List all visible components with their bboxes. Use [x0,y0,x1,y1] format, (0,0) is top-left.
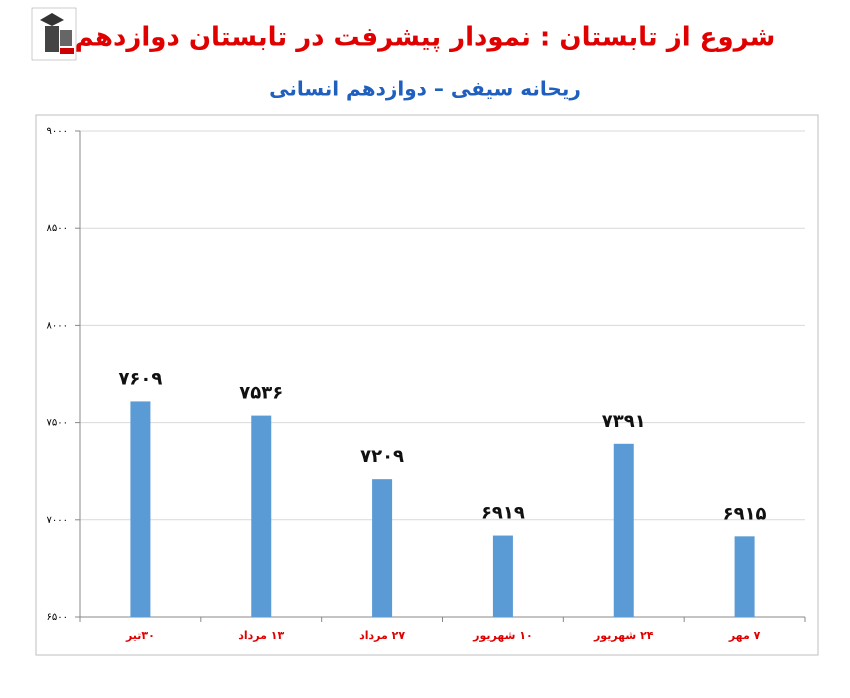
x-tick-label: ۱۰ شهریور [472,629,533,642]
bar [613,443,634,617]
value-label: ۷۵۳۶ [239,383,283,404]
value-label: ۷۶۰۹ [118,368,162,389]
value-label: ۶۹۱۹ [481,503,525,524]
bar [492,535,513,617]
bar [734,536,755,617]
x-tick-label: ۳۰تیر [125,629,155,642]
bar [251,415,272,617]
y-tick-label: ۷۰۰۰ [47,515,68,526]
x-tick-label: ۲۷ مرداد [359,629,405,642]
value-label: ۷۳۹۱ [602,411,646,432]
x-tick-label: ۲۴ شهریور [593,629,654,642]
y-tick-label: ۸۰۰۰ [47,320,68,331]
y-tick-label: ۶۵۰۰ [47,612,68,623]
x-tick-label: ۱۳ مرداد [238,629,284,642]
y-tick-label: ۹۰۰۰ [47,126,68,137]
logo [31,7,77,61]
chart-subtitle: ریحانه سیفی – دوازدهم انسانی [269,77,581,101]
x-tick-label: ۷ مهر [728,629,761,642]
y-tick-label: ۸۵۰۰ [47,223,68,234]
bar [372,479,393,617]
chart-title: شروع از تابستان : نمودار پیشرفت در تابست… [75,23,776,53]
chart-frame [35,114,819,656]
value-label: ۷۲۰۹ [360,446,404,467]
y-tick-label: ۷۵۰۰ [47,418,68,429]
value-label: ۶۹۱۵ [723,503,767,524]
bar [130,401,151,617]
